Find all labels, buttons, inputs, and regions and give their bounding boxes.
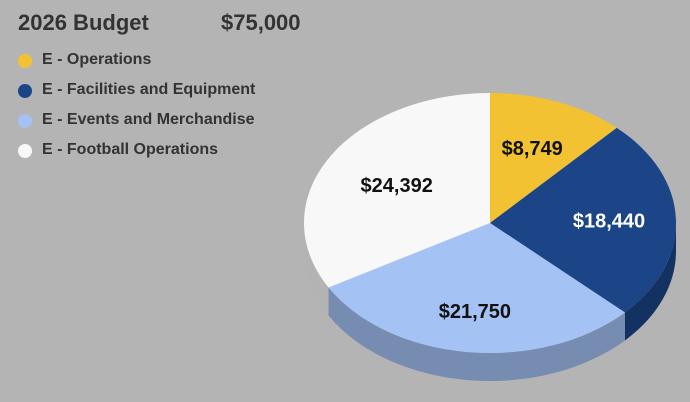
title-row: 2026 Budget $75,000 [18,10,338,38]
budget-total: $75,000 [221,10,301,35]
legend-label: E - Events and Merchandise [42,111,255,128]
legend-swatch-football [18,144,32,158]
pie-slice-side [328,287,625,382]
legend-label: E - Facilities and Equipment [42,81,256,98]
legend-label: E - Operations [42,51,152,68]
legend-swatch-events [18,114,32,128]
legend-item[interactable]: E - Operations [18,48,318,78]
legend: E - Operations E - Facilities and Equipm… [18,48,318,168]
pie-slice-label: $8,749 [502,138,563,160]
pie-slice[interactable] [328,223,625,354]
pie-slice-side [624,223,676,341]
pie-slice[interactable] [304,92,490,288]
chart-title: 2026 Budget [18,10,149,35]
pie-slice-side [304,223,329,316]
legend-swatch-operations [18,54,32,68]
pie-slice-label: $18,440 [573,210,645,232]
legend-item[interactable]: E - Events and Merchandise [18,108,318,138]
legend-item[interactable]: E - Football Operations [18,138,318,168]
pie-slice-label: $24,392 [361,175,433,197]
pie-slice[interactable] [490,93,617,223]
legend-swatch-facilities [18,84,32,98]
legend-item[interactable]: E - Facilities and Equipment [18,78,318,108]
legend-label: E - Football Operations [42,141,219,158]
pie-slice-label: $21,750 [439,301,511,323]
pie-slice[interactable] [490,127,676,313]
